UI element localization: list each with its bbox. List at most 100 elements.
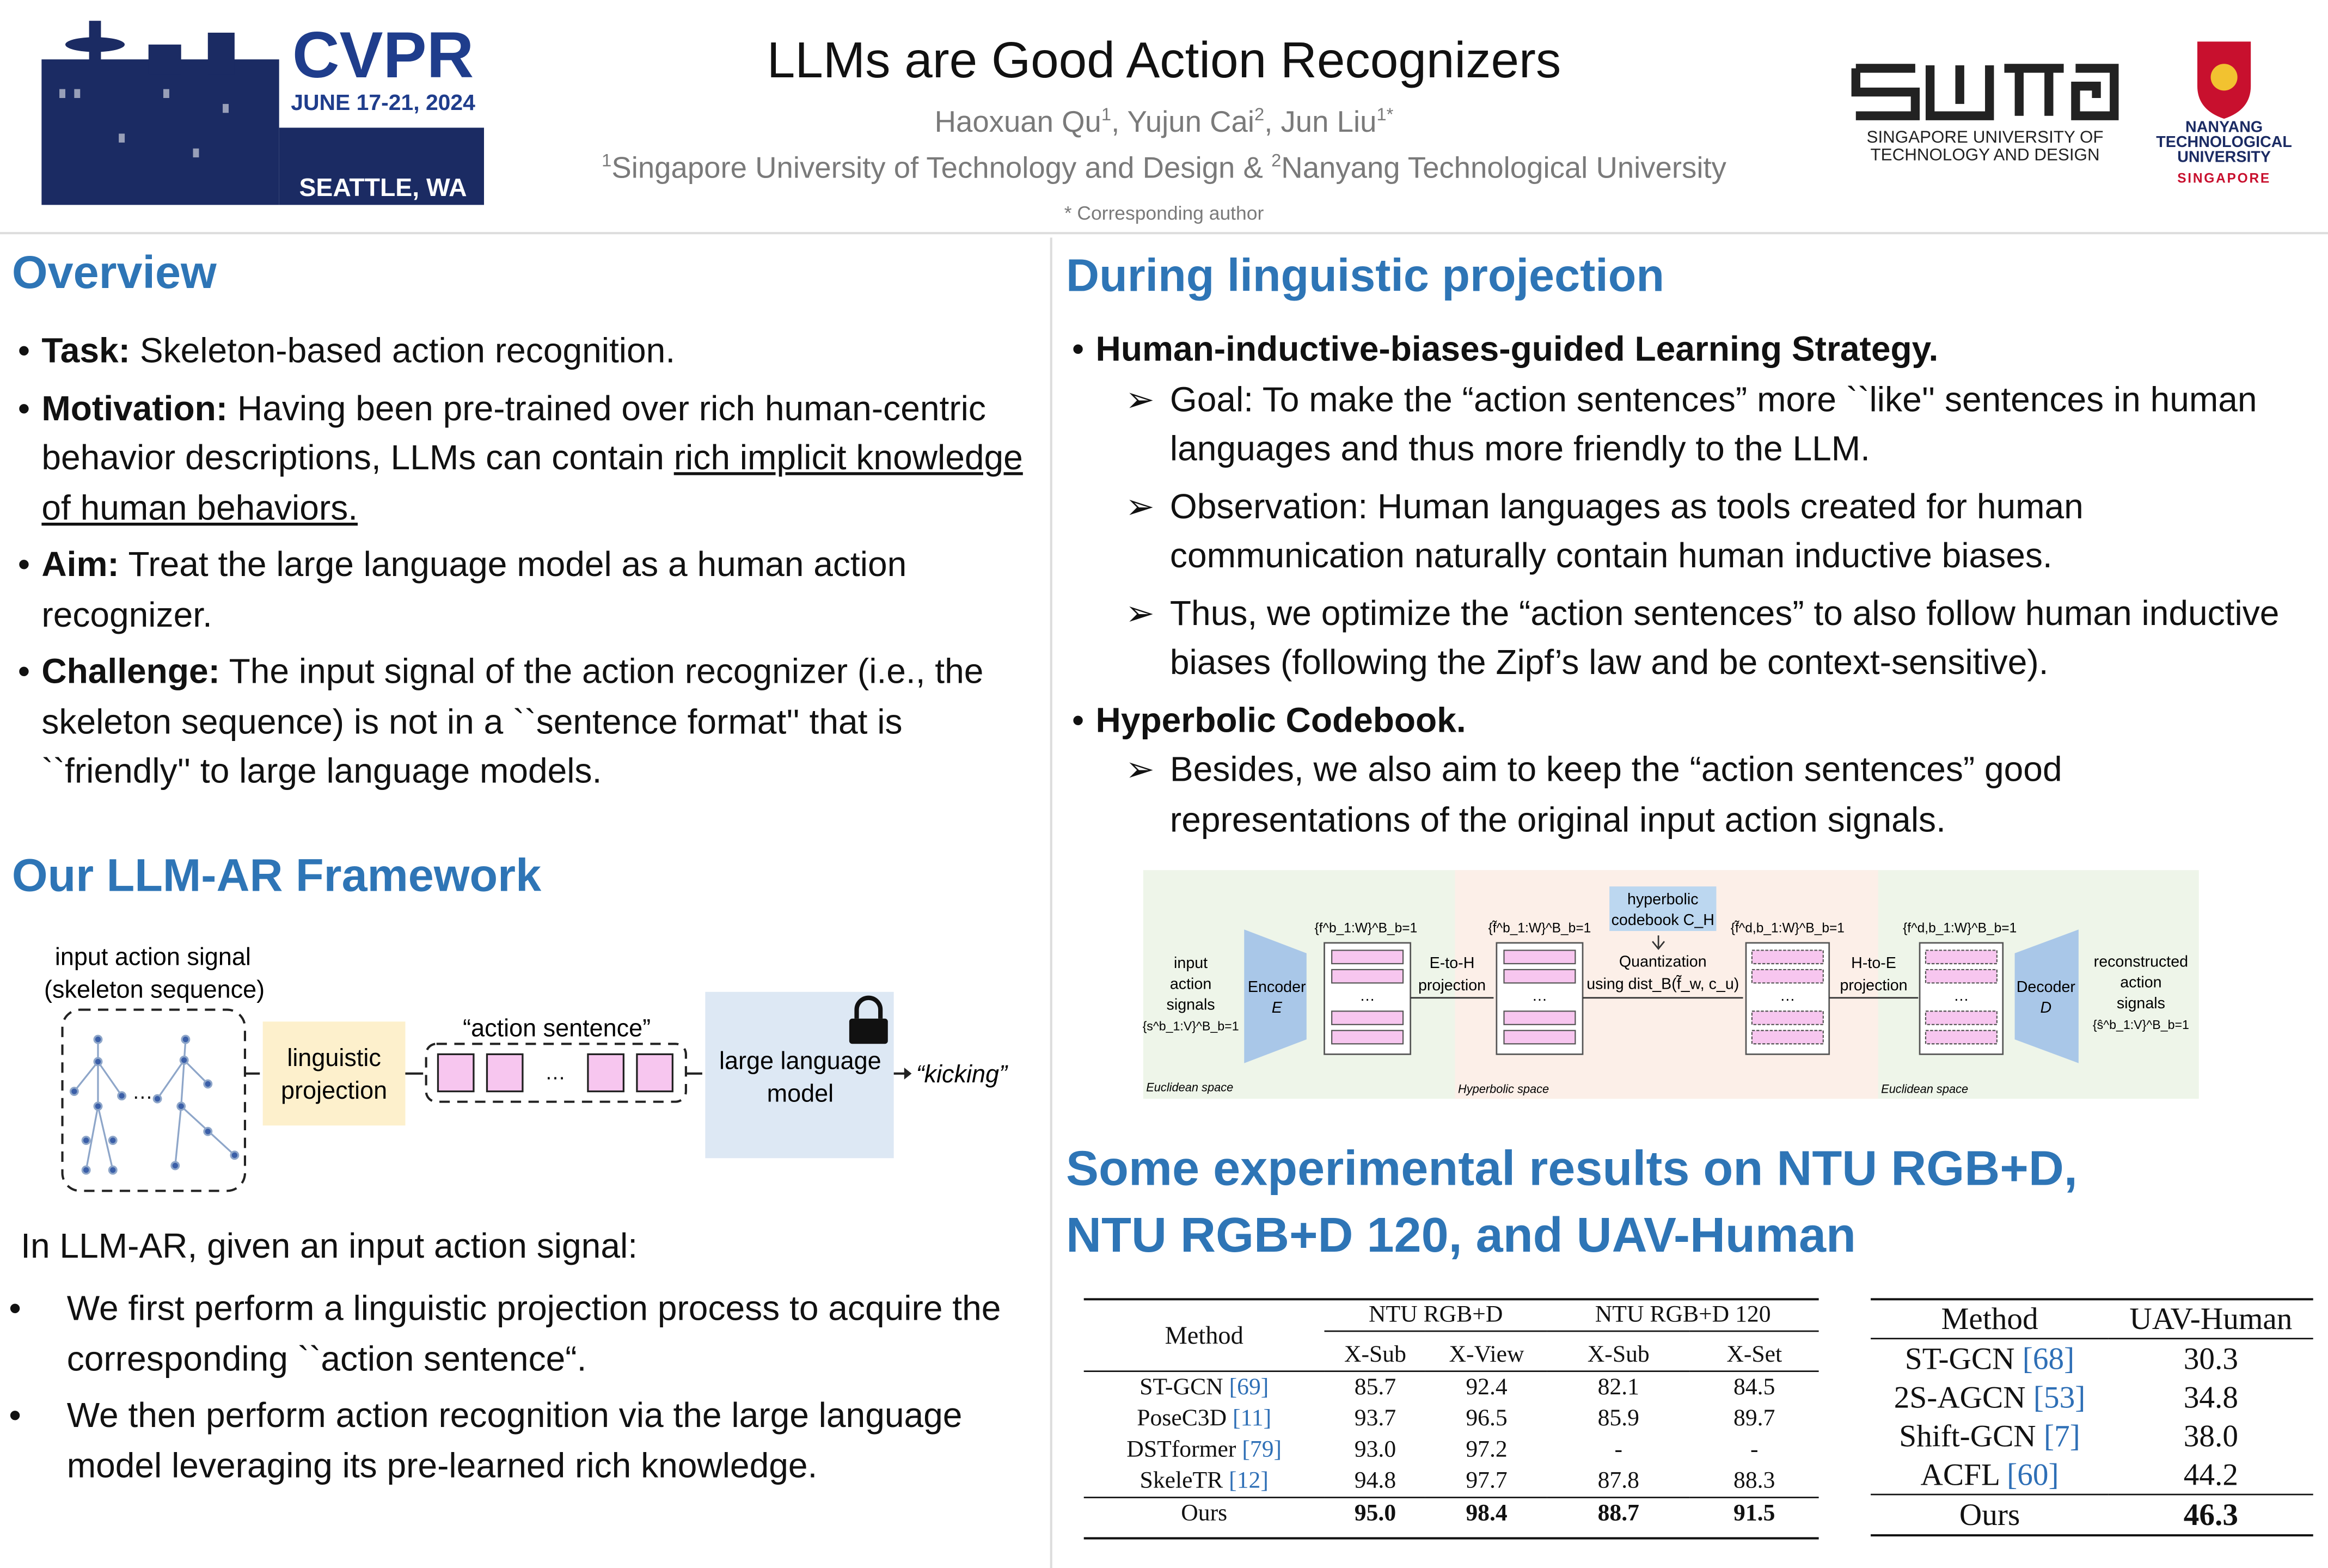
table-row: ST-GCN [69] 85.7 92.4 82.1 84.5 [1084,1371,1819,1404]
method-cell: SkeleTR [12] [1084,1466,1325,1498]
graphic [181,1034,191,1044]
codebook-box [1609,886,1717,931]
diagram-label: input action signal [55,943,251,971]
method-name: DSTformer [1126,1437,1236,1463]
value-cell: 93.0 [1354,1437,1396,1463]
shape [1503,950,1576,965]
value-cell: 30.3 [2183,1340,2239,1377]
method-cell: PoseC3D [11] [1084,1403,1325,1434]
method-name: Ours [1959,1497,2020,1533]
shape [1331,1010,1404,1025]
logo-glyph [2071,64,2119,120]
shape [1503,1010,1576,1025]
lock [849,1018,888,1044]
ellipsis: … [1780,987,1796,1004]
graphic [69,1087,79,1096]
graphic [97,1061,122,1097]
section-heading: Some experimental results on NTU RGB+D, N… [1066,1135,2078,1268]
value-cell: 98.4 [1466,1501,1508,1527]
ellipsis: … [1359,987,1375,1004]
shape [59,89,65,98]
conference-city: SEATTLE, WA [299,173,467,201]
token [437,1053,475,1093]
fig-label: D [2041,999,2052,1016]
diagram-label: “action sentence” [463,1014,651,1042]
projection-figure: input action signals {s^b_1:V}^B_b=1 Enc… [1143,870,2199,1099]
shape [1925,1030,1998,1045]
header-cell: X-Sub [1344,1342,1406,1368]
bullet-title: Human-inductive-biases-guided Learning S… [1095,329,1939,369]
bullet-label: Task: [41,331,131,370]
table-row: SkeleTR [12] 94.8 97.7 87.8 88.3 [1084,1466,1819,1498]
bullet-text: The input signal of the action recognize… [41,652,984,790]
fig-label: action [1170,975,1211,993]
graphic [179,1055,189,1065]
llm-box [705,991,894,1159]
input-box [61,1008,247,1192]
graphic [93,1057,103,1067]
bullet-text: Treat the large language model as a huma… [41,544,907,634]
token [636,1053,673,1093]
bullet: Human-inductive-biases-guided Learning S… [1066,325,2298,688]
table-row: PoseC3D [11] 93.7 96.5 85.9 89.7 [1084,1403,1819,1434]
logo-glyph [1925,65,1994,120]
skeleton [69,1034,240,1175]
poster-title: LLMs are Good Action Recognizers [767,32,1561,89]
fig-label: action [2120,974,2161,991]
value-cell: 82.1 [1597,1375,1639,1400]
graphic [73,1061,99,1092]
shape [119,133,125,143]
value-cell: 46.3 [2183,1497,2239,1533]
projection-list: Human-inductive-biases-guided Learning S… [1066,325,2298,852]
graphic [108,1165,118,1175]
affiliation-mark: 2 [1271,150,1282,171]
crest-lion [2210,64,2238,91]
fig-label: hyperbolic [1627,891,1698,908]
heading-line: Some experimental results on NTU RGB+D, [1066,1140,2078,1196]
bullet: Motivation: Having been pre-trained over… [12,384,1029,533]
fig-label: {f^d,b_1:W}^B_b=1 [1903,921,2017,936]
method-name: ST-GCN [1140,1375,1223,1400]
shape [1751,1030,1824,1045]
graphic [59,89,229,158]
space-label: Hyperbolic space [1458,1082,1549,1095]
arrow [1652,935,1665,950]
shape [223,103,229,113]
sub-bullet: Thus, we optimize the “action sentences”… [1096,589,2299,688]
citation: [7] [2044,1418,2080,1454]
results-table: Method UAV-Human ST-GCN [68] 30.3 2S-AGCN [5… [1871,1299,2313,1534]
needle-top [65,37,125,52]
graphic [1503,950,1576,1045]
fig-label: {f̃^d,b_1:W}^B_b=1 [1731,921,1845,936]
decoder [2014,929,2079,1063]
fig-label: {ŝ^b_1:V}^B_b=1 [2093,1018,2189,1032]
citation: [12] [1229,1468,1269,1494]
method-cell: ST-GCN [68] [1871,1339,2109,1378]
affiliation-name: Singapore University of Technology and D… [611,152,1263,185]
authors: Haoxuan Qu1, Yujun Cai2, Jun Liu1* [934,103,1394,139]
city-band [279,127,485,205]
shape [1751,950,1824,965]
fig-label: signals [2117,995,2165,1012]
graphic [176,1101,186,1111]
header-cell: X-View [1449,1342,1524,1368]
ellipsis: … [545,1061,566,1085]
value-cell: 89.7 [1733,1406,1775,1432]
fig-label: {f^b_1:W}^B_b=1 [1315,921,1418,936]
method-name: ST-GCN [1904,1340,2015,1377]
logo-glyph [1851,64,1920,120]
framework-list: We first perform a linguistic projection… [0,1284,1039,1498]
affiliation-mark: 1 [602,150,612,171]
value-cell: 91.5 [1733,1501,1775,1527]
table-row: Ours 95.0 98.4 88.7 91.5 [1083,1497,1819,1529]
ntu-logo: NANYANG TECHNOLOGICAL UNIVERSITY SINGAPO… [2156,41,2292,186]
fig-label: signals [1167,996,1215,1014]
author-mark: 2 [1254,103,1265,125]
sutd-name: TECHNOLOGY AND DESIGN [1870,145,2099,164]
shape [1925,969,1998,984]
value-cell: 96.5 [1466,1406,1508,1432]
citation: [79] [1242,1437,1282,1463]
graphic [203,1079,213,1089]
